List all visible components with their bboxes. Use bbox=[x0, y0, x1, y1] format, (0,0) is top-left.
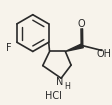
Text: HCl: HCl bbox=[45, 91, 62, 101]
Polygon shape bbox=[65, 44, 83, 51]
Text: F: F bbox=[6, 43, 11, 53]
Text: O: O bbox=[78, 19, 85, 29]
Text: OH: OH bbox=[96, 49, 111, 59]
Text: N: N bbox=[56, 77, 64, 87]
Text: H: H bbox=[64, 82, 70, 91]
